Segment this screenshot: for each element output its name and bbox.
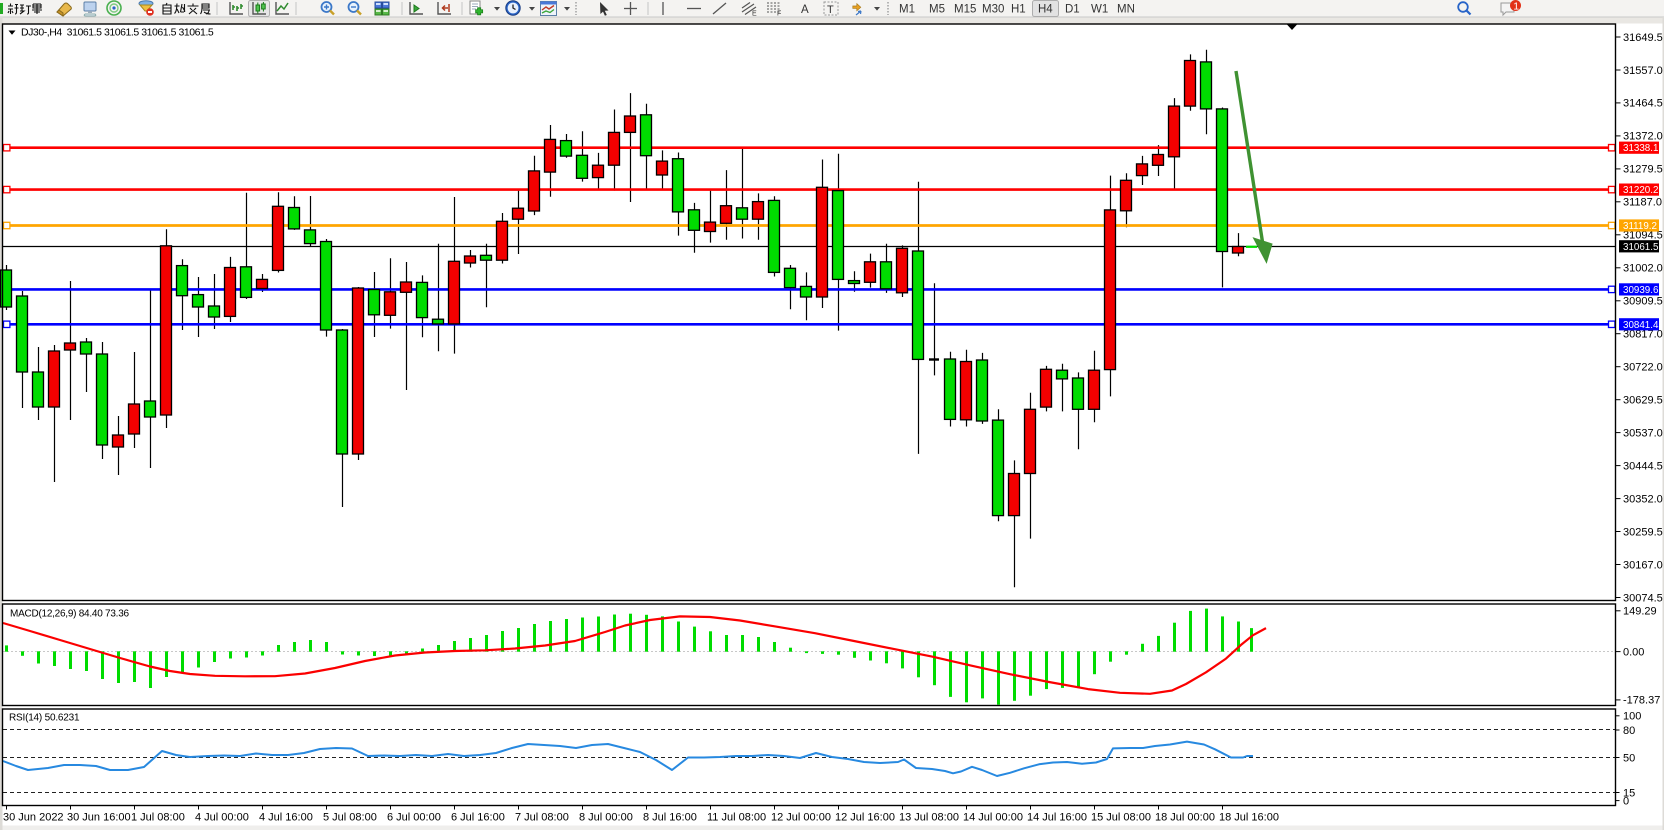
svg-text:30 Jun 2022: 30 Jun 2022	[3, 812, 64, 824]
svg-text:30074.5: 30074.5	[1623, 592, 1663, 604]
svg-text:18 Jul 00:00: 18 Jul 00:00	[1155, 812, 1215, 824]
svg-text:8 Jul 16:00: 8 Jul 16:00	[643, 812, 697, 824]
svg-text:14 Jul 00:00: 14 Jul 00:00	[963, 812, 1023, 824]
svg-text:31187.0: 31187.0	[1623, 197, 1662, 209]
svg-text:30939.6: 30939.6	[1623, 285, 1659, 296]
svg-text:30537.0: 30537.0	[1623, 427, 1663, 439]
svg-text:31338.1: 31338.1	[1623, 143, 1658, 154]
svg-text:0: 0	[1623, 795, 1629, 807]
svg-text:30722.0: 30722.0	[1623, 362, 1663, 374]
svg-text:30841.4: 30841.4	[1623, 320, 1659, 331]
svg-text:31557.0: 31557.0	[1623, 65, 1663, 77]
svg-text:31061.5: 31061.5	[1623, 242, 1659, 253]
svg-text:12 Jul 16:00: 12 Jul 16:00	[835, 812, 895, 824]
svg-text:M5: M5	[929, 4, 945, 16]
svg-text:E: E	[752, 11, 757, 18]
svg-text:-178.37: -178.37	[1623, 695, 1660, 707]
svg-text:30444.5: 30444.5	[1623, 460, 1663, 472]
svg-text:M15: M15	[954, 4, 976, 16]
svg-text:1 Jul 08:00: 1 Jul 08:00	[131, 812, 185, 824]
svg-text:50: 50	[1623, 752, 1635, 764]
svg-text:F: F	[777, 11, 781, 18]
svg-text:15 Jul 08:00: 15 Jul 08:00	[1091, 812, 1151, 824]
svg-text:30909.5: 30909.5	[1623, 296, 1663, 308]
svg-text:31464.5: 31464.5	[1623, 98, 1663, 110]
svg-text:H1: H1	[1011, 4, 1026, 16]
svg-text:31220.2: 31220.2	[1623, 185, 1658, 196]
svg-text:A: A	[801, 4, 809, 16]
svg-text:7 Jul 08:00: 7 Jul 08:00	[515, 812, 569, 824]
svg-text:18 Jul 16:00: 18 Jul 16:00	[1219, 812, 1279, 824]
svg-text:30817.0: 30817.0	[1623, 329, 1663, 341]
svg-text:M1: M1	[899, 4, 915, 16]
svg-text:4 Jul 16:00: 4 Jul 16:00	[259, 812, 313, 824]
svg-text:31002.0: 31002.0	[1623, 263, 1663, 275]
svg-text:15: 15	[1623, 787, 1635, 799]
svg-text:8 Jul 00:00: 8 Jul 00:00	[579, 812, 633, 824]
svg-text:13 Jul 08:00: 13 Jul 08:00	[899, 812, 959, 824]
svg-text:31372.0: 31372.0	[1623, 131, 1663, 143]
svg-text:MACD(12,26,9) 84.40 73.36: MACD(12,26,9) 84.40 73.36	[10, 609, 130, 620]
svg-text:14 Jul 16:00: 14 Jul 16:00	[1027, 812, 1087, 824]
svg-text:149.29: 149.29	[1623, 606, 1657, 618]
svg-text:30629.5: 30629.5	[1623, 395, 1663, 407]
svg-text:W1: W1	[1091, 4, 1108, 16]
svg-text:0.00: 0.00	[1623, 646, 1644, 658]
svg-text:12 Jul 00:00: 12 Jul 00:00	[771, 812, 831, 824]
svg-text:T: T	[827, 4, 834, 16]
svg-text:31094.5: 31094.5	[1623, 230, 1663, 242]
svg-text:80: 80	[1623, 725, 1635, 737]
svg-text:31279.5: 31279.5	[1623, 164, 1663, 176]
svg-text:30 Jun 16:00: 30 Jun 16:00	[67, 812, 131, 824]
svg-text:M30: M30	[982, 4, 1004, 16]
svg-text:MN: MN	[1117, 4, 1135, 16]
svg-text:D1: D1	[1065, 4, 1080, 16]
svg-text:30259.5: 30259.5	[1623, 526, 1663, 538]
svg-text:11 Jul 08:00: 11 Jul 08:00	[707, 812, 766, 824]
svg-text:4 Jul 00:00: 4 Jul 00:00	[195, 812, 249, 824]
svg-text:H4: H4	[1038, 4, 1053, 16]
svg-text:DJ30-,H4 31061.5 31061.5 3106: DJ30-,H4 31061.5 31061.5 31061.5 31061.5	[21, 27, 214, 39]
svg-text:5 Jul 08:00: 5 Jul 08:00	[323, 812, 377, 824]
svg-text:6 Jul 00:00: 6 Jul 00:00	[387, 812, 441, 824]
svg-text:6 Jul 16:00: 6 Jul 16:00	[451, 812, 505, 824]
svg-text:100: 100	[1623, 711, 1641, 723]
svg-text:31649.5: 31649.5	[1623, 32, 1663, 44]
svg-text:30167.0: 30167.0	[1623, 559, 1663, 571]
svg-text:RSI(14) 50.6231: RSI(14) 50.6231	[9, 713, 80, 724]
svg-text:30352.0: 30352.0	[1623, 493, 1663, 505]
svg-text:31119.2: 31119.2	[1623, 221, 1657, 232]
svg-text:1: 1	[1513, 1, 1519, 13]
